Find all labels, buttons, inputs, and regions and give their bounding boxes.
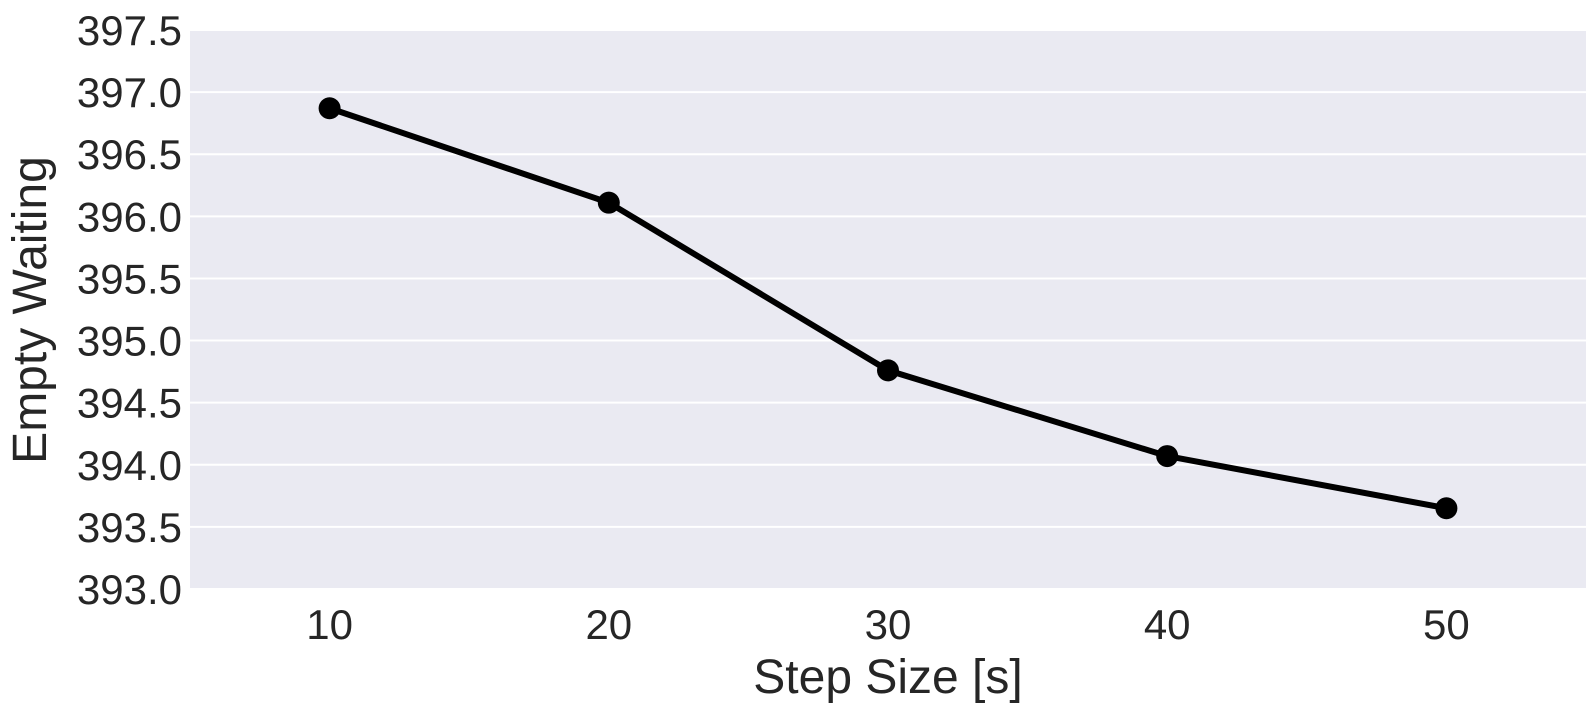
data-point (318, 97, 341, 120)
y-tick-label: 394.5 (77, 380, 182, 427)
x-tick-labels: 10 20 30 40 50 (306, 601, 1470, 648)
y-tick-label: 397.5 (77, 7, 182, 54)
x-tick-label: 20 (585, 601, 632, 648)
y-tick-labels: 393.0 393.5 394.0 394.5 395.0 395.5 396.0 396.5… (77, 7, 182, 613)
y-tick-label: 393.0 (77, 566, 182, 613)
y-axis-label: Empty Waiting (4, 156, 57, 464)
x-tick-label: 40 (1144, 601, 1191, 648)
plot-area (190, 30, 1586, 589)
y-tick-label: 394.0 (77, 442, 182, 489)
x-tick-label: 30 (865, 601, 912, 648)
x-tick-label: 50 (1423, 601, 1470, 648)
y-tick-label: 397.0 (77, 69, 182, 116)
data-point (1435, 497, 1458, 520)
y-tick-label: 396.5 (77, 131, 182, 178)
data-point (1156, 445, 1179, 468)
y-tick-label: 395.5 (77, 255, 182, 302)
x-tick-label: 10 (306, 601, 353, 648)
data-point (877, 359, 899, 382)
y-tick-label: 393.5 (77, 504, 182, 551)
y-tick-label: 395.0 (77, 318, 182, 365)
series-group (318, 97, 1458, 520)
x-axis-label: Step Size [s] (753, 651, 1022, 704)
grid-lines (190, 29, 1586, 590)
data-point (597, 191, 620, 214)
y-tick-label: 396.0 (77, 193, 182, 240)
